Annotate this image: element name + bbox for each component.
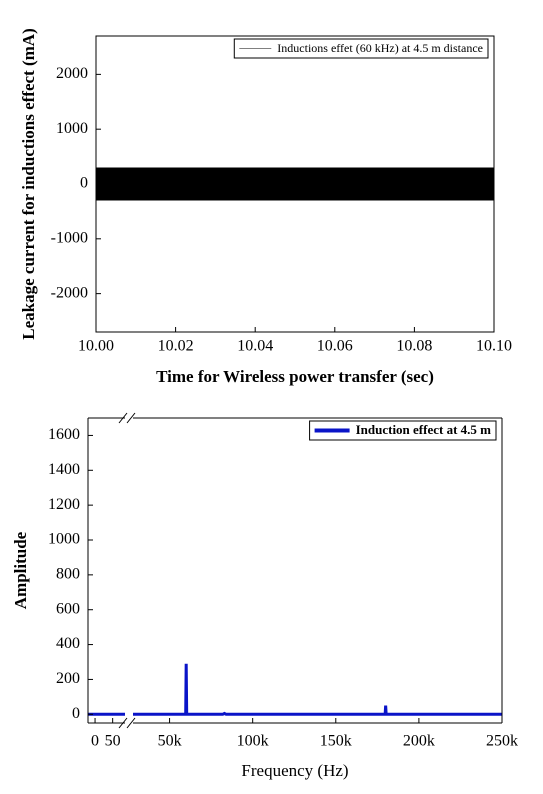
y-tick-label: 0: [80, 175, 88, 192]
y-tick-label: 1000: [48, 531, 80, 548]
signal-band: [96, 167, 494, 201]
x-tick-label: 10.04: [237, 338, 273, 355]
x-tick-label: 250k: [486, 733, 518, 750]
y-tick-label: 2000: [56, 65, 88, 82]
x-tick-label: 200k: [403, 733, 435, 750]
legend: Induction effect at 4.5 m: [309, 420, 497, 441]
x-tick-label: 10.08: [396, 338, 432, 355]
y-axis-label: Leakage current for inductions effect (m…: [19, 28, 38, 339]
x-tick-label: 10.02: [158, 338, 194, 355]
y-tick-label: -1000: [51, 229, 88, 246]
x-tick-label: 150k: [320, 733, 352, 750]
axis-break: [118, 412, 128, 424]
y-tick-label: 600: [56, 600, 80, 617]
y-tick-label: 0: [72, 705, 80, 722]
y-tick-label: 200: [56, 670, 80, 687]
x-tick-label: 10.10: [476, 338, 512, 355]
y-tick-label: 800: [56, 566, 80, 583]
legend-box: [309, 420, 497, 441]
y-axis-label: Amplitude: [11, 531, 30, 609]
x-tick-label: 10.06: [317, 338, 353, 355]
legend: Inductions effet (60 kHz) at 4.5 m dista…: [233, 38, 489, 59]
y-tick-label: -2000: [51, 284, 88, 301]
spectrum-line: [88, 663, 502, 716]
x-tick-label: 10.00: [78, 338, 114, 355]
axis-break: [126, 412, 136, 424]
x-axis-label: Time for Wireless power transfer (sec): [156, 367, 434, 386]
legend-box: [233, 38, 489, 59]
x-tick-label: 50k: [158, 733, 182, 750]
axis-break: [126, 717, 136, 729]
y-tick-label: 400: [56, 635, 80, 652]
legend-label: Induction effect at 4.5 m: [356, 422, 492, 437]
y-tick-label: 1200: [48, 496, 80, 513]
axis-break: [118, 717, 128, 729]
x-tick-label: 0: [91, 733, 99, 750]
y-tick-label: 1000: [56, 120, 88, 137]
x-tick-label: 100k: [237, 733, 269, 750]
y-tick-label: 1400: [48, 461, 80, 478]
legend-label: Inductions effet (60 kHz) at 4.5 m dista…: [277, 41, 483, 55]
x-tick-label: 50: [105, 733, 121, 750]
y-tick-label: 1600: [48, 426, 80, 443]
x-axis-label: Frequency (Hz): [241, 761, 348, 780]
